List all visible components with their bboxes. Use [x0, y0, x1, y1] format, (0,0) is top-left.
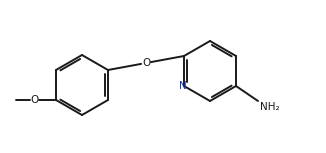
Text: NH₂: NH₂	[260, 102, 280, 112]
Text: O: O	[30, 95, 38, 105]
Text: N: N	[179, 81, 187, 91]
Text: O: O	[142, 58, 150, 68]
